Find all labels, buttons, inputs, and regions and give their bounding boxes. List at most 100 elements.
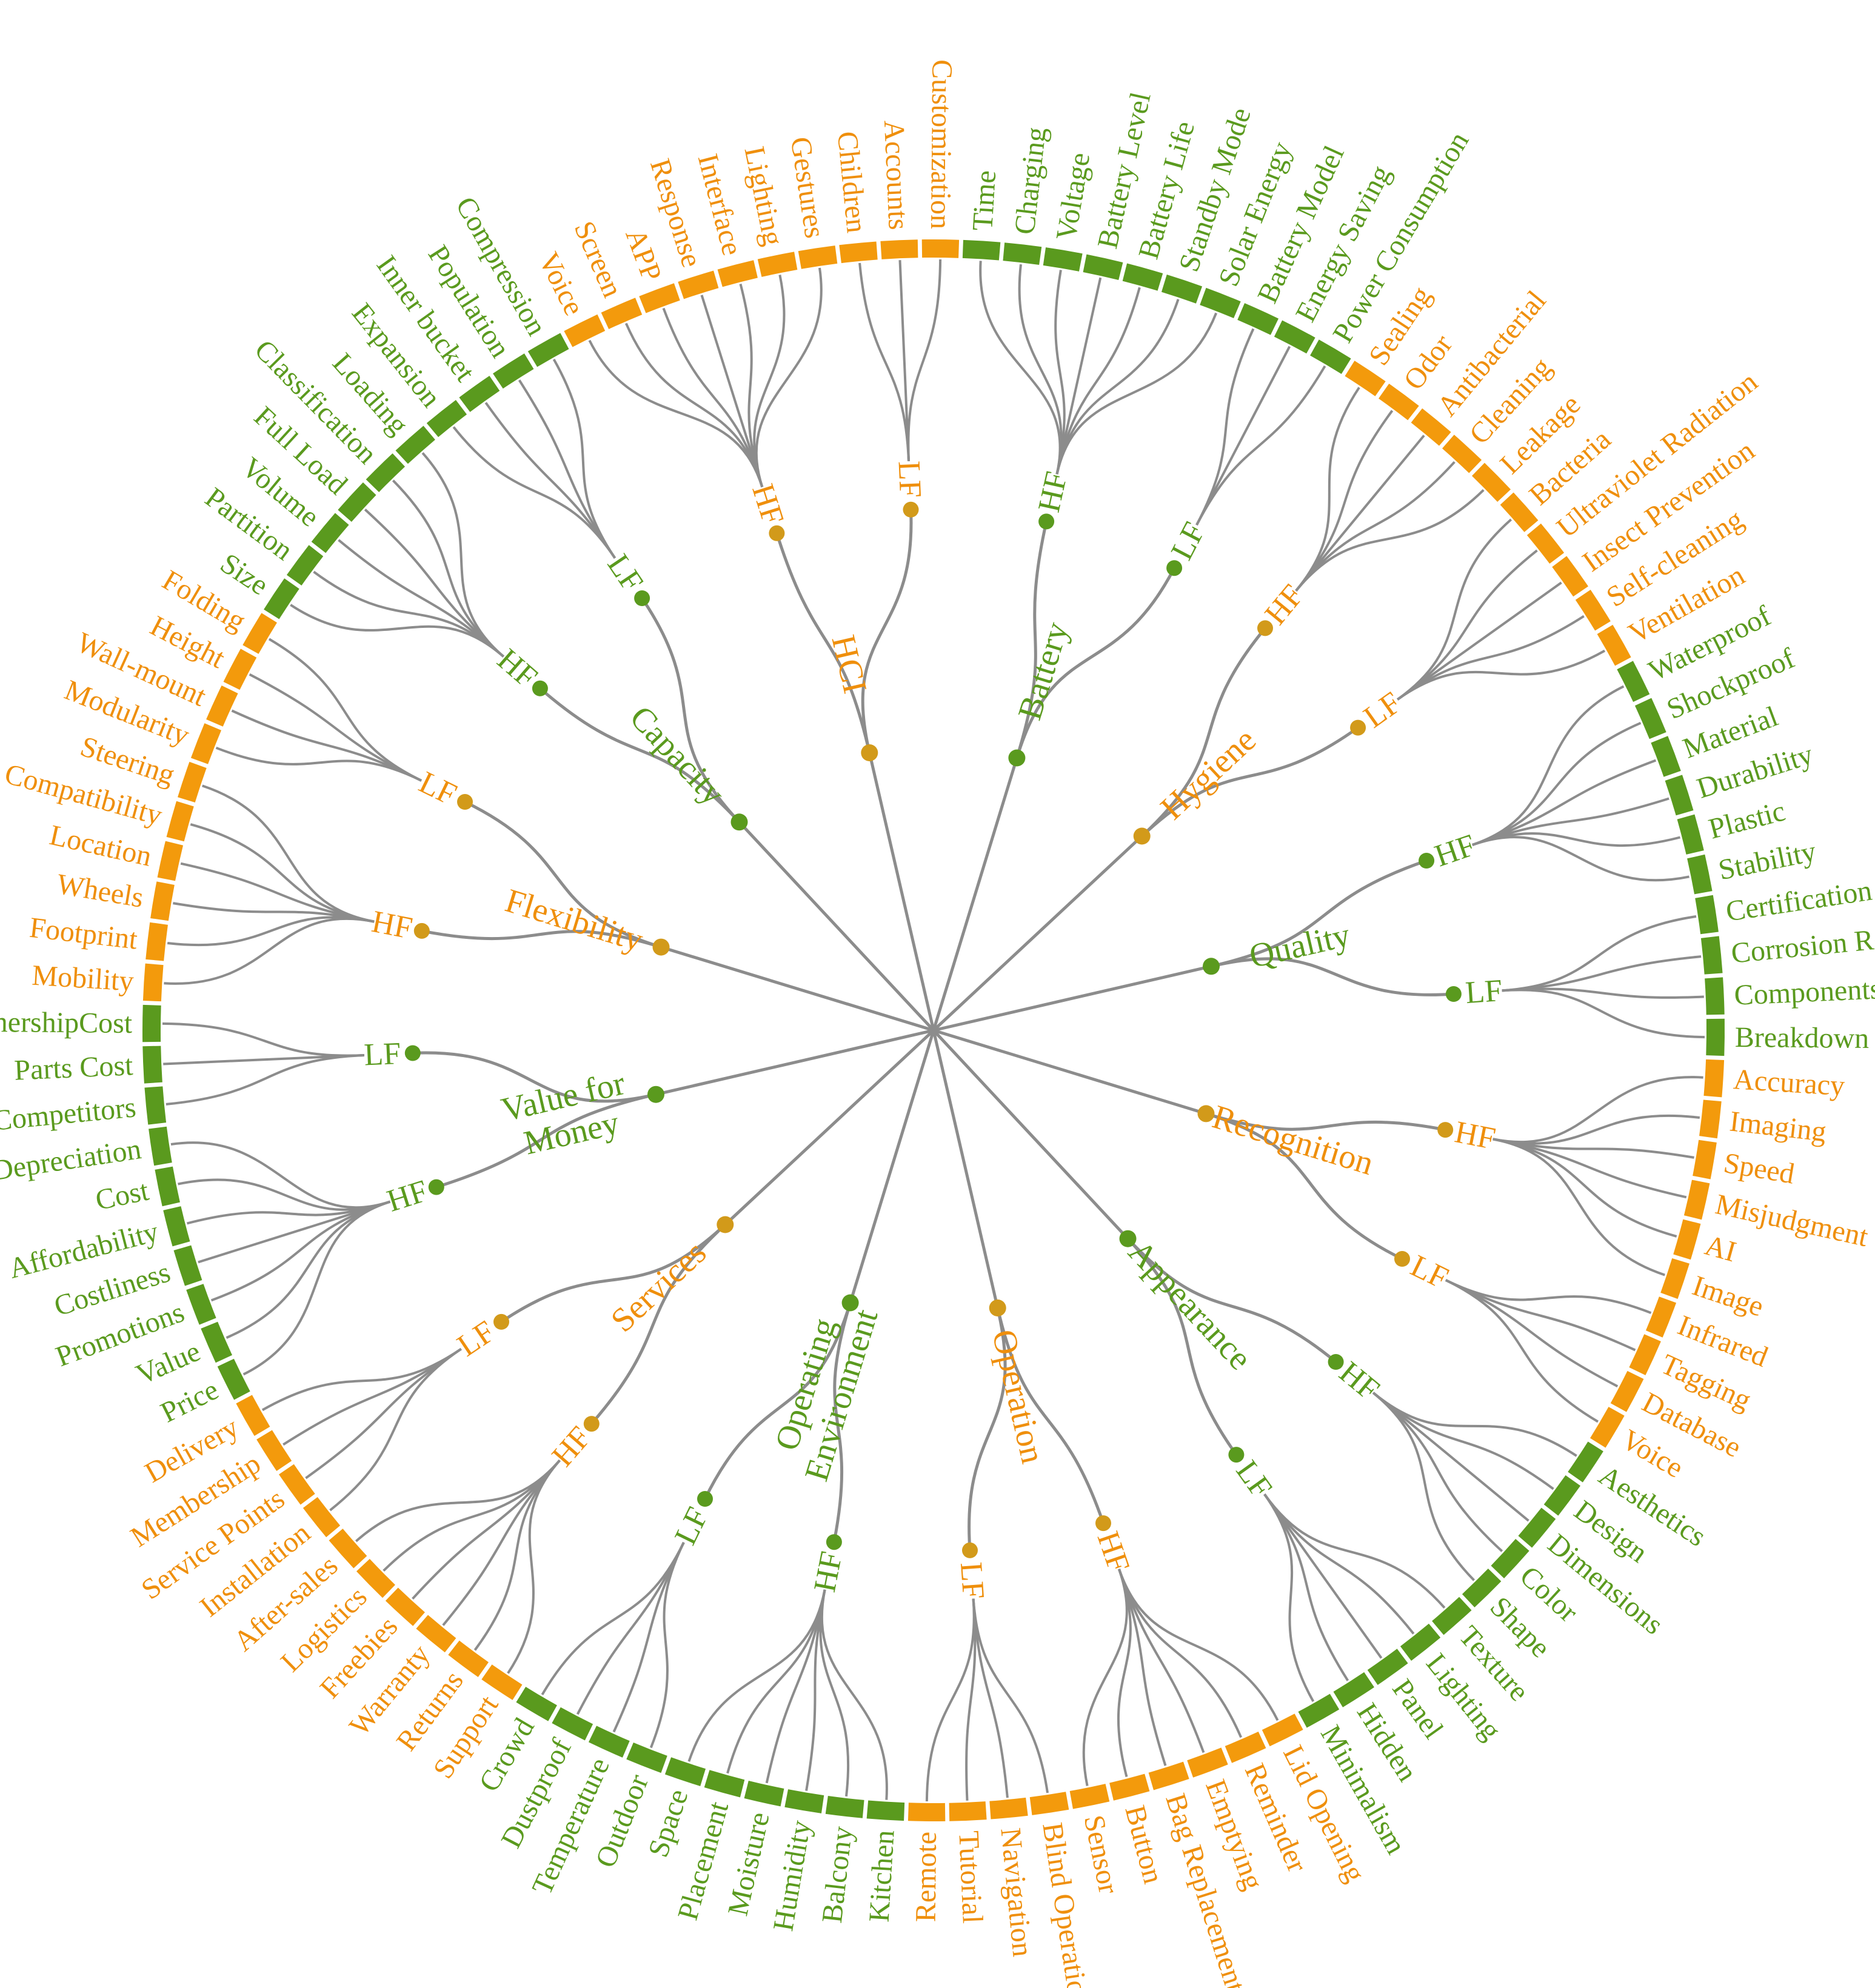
link-leaf-recognition-lf-3 xyxy=(1445,1279,1599,1423)
node-dot-quality xyxy=(1203,958,1220,975)
ring-segment-dimensions xyxy=(1518,1507,1556,1548)
ring-segment-battery-level xyxy=(1083,254,1123,281)
link-leaf-battery-hf-3 xyxy=(1055,277,1102,475)
ring-segment-wheels xyxy=(150,881,175,921)
ring-segment-logistics xyxy=(356,1558,395,1598)
link-leaf-value-for-money-hf-5 xyxy=(178,1178,391,1211)
link-leaf-flexibility-hf-3 xyxy=(180,862,375,923)
link-leaf-flexibility-hf-5 xyxy=(202,784,375,923)
ring-segment-sensor xyxy=(1069,1784,1110,1809)
leaf-label-location: Location xyxy=(47,819,155,873)
sub-label-operation-hf: HF xyxy=(1091,1527,1137,1576)
ring-segment-solar-energy xyxy=(1200,287,1241,319)
ring-segment-accuracy xyxy=(1703,1059,1725,1098)
node-dot-services-lf xyxy=(493,1313,509,1330)
leaf-label-imaging: Imaging xyxy=(1728,1105,1828,1148)
link-leaf-flexibility-lf-3 xyxy=(268,638,422,782)
link-hygiene-hf xyxy=(1140,627,1266,838)
ring-segment-shape xyxy=(1462,1569,1502,1608)
link-leaf-services-lf-1 xyxy=(305,1347,462,1479)
ring-segment-speed xyxy=(1693,1139,1717,1179)
link-leaf-recognition-hf-5 xyxy=(1492,1138,1665,1276)
leaf-label-sensor: Sensor xyxy=(1078,1812,1125,1896)
link-leaf-battery-lf-1 xyxy=(1195,345,1291,526)
link-leaf-flexibility-hf-4 xyxy=(190,823,375,923)
sub-label-hci-lf: LF xyxy=(892,460,928,498)
leaf-label-app: APP xyxy=(619,224,667,285)
leaf-label-ai: AI xyxy=(1702,1229,1740,1269)
link-appearance-hf xyxy=(1126,1237,1337,1363)
ring-segment-costliness xyxy=(173,1245,202,1286)
ring-segment-components xyxy=(1705,977,1725,1015)
link-leaf-value-for-money-lf-0 xyxy=(165,1054,364,1106)
ring-segment-inner-bucket xyxy=(459,375,500,412)
link-leaf-operating-environment-hf-0 xyxy=(820,1589,888,1800)
ring-segment-mobility xyxy=(142,963,164,1002)
link-leaf-operating-environment-hf-5 xyxy=(687,1589,826,1762)
link-leaf-flexibility-hf-2 xyxy=(173,902,375,923)
node-dot-recognition-lf xyxy=(1394,1251,1410,1267)
ring-segment-loading xyxy=(395,425,435,464)
ring-segment-temperature xyxy=(588,1726,630,1758)
link-leaf-hci-hf-2 xyxy=(662,307,764,488)
link-operating-environment-hf xyxy=(832,1302,852,1543)
ring-segment-balcony xyxy=(825,1796,864,1818)
ring-segment-depreciation xyxy=(149,1126,172,1166)
spoke-operating-environment xyxy=(849,1030,935,1304)
leaf-label-humidity: Humidity xyxy=(767,1818,817,1933)
node-dot-recognition-hf xyxy=(1437,1122,1454,1138)
link-operation-hf xyxy=(996,1307,1105,1524)
leaf-label-tutorial: Tutorial xyxy=(952,1830,989,1924)
link-operating-environment-lf xyxy=(703,1302,852,1500)
link-leaf-services-lf-0 xyxy=(329,1347,462,1512)
link-leaf-recognition-lf-1 xyxy=(1445,1279,1636,1352)
link-leaf-operating-environment-lf-0 xyxy=(649,1542,685,1749)
ring-segment-kitchen xyxy=(866,1800,905,1821)
link-leaf-operation-hf-3 xyxy=(1118,1569,1167,1766)
ring-segment-voice xyxy=(1590,1407,1625,1448)
ring-segment-time xyxy=(962,239,1001,261)
link-leaf-capacity-hf-0 xyxy=(290,604,504,658)
ring-segment-modularity xyxy=(190,723,222,764)
link-leaf-battery-hf-1 xyxy=(1018,264,1063,475)
ring-segment-battery-model xyxy=(1237,303,1279,335)
ring-segment-crowd xyxy=(516,1687,557,1721)
link-leaf-flexibility-hf-1 xyxy=(167,916,375,947)
ring-segment-steering xyxy=(178,761,207,803)
link-leaf-services-hf-3 xyxy=(412,1459,561,1600)
sub-label-recognition-hf: HF xyxy=(1452,1115,1498,1156)
nodes-layer xyxy=(404,501,1462,1558)
ring-segment-charging xyxy=(1003,242,1042,265)
link-leaf-hygiene-lf-0 xyxy=(1397,518,1512,701)
category-label-quality: Quality xyxy=(1246,916,1354,975)
link-leaf-operation-hf-2 xyxy=(1118,1569,1205,1753)
category-label-services: Services xyxy=(604,1233,714,1339)
spoke-quality xyxy=(933,964,1212,1032)
link-leaf-battery-hf-4 xyxy=(1055,287,1141,475)
leaf-label-competitors: Competitors xyxy=(0,1091,138,1137)
leaf-label-accuracy: Accuracy xyxy=(1733,1063,1846,1102)
link-leaf-value-for-money-lf-2 xyxy=(162,1022,364,1057)
sub-label-battery-lf: LF xyxy=(1165,517,1212,565)
leaf-label-wheels: Wheels xyxy=(55,868,146,914)
sub-label-flexibility-hf: HF xyxy=(369,904,415,946)
link-battery-hf xyxy=(1015,521,1048,759)
links-layer xyxy=(162,259,1705,1802)
node-dot-value-for-money-lf xyxy=(404,1045,421,1061)
sub-label-operating-environment-lf: LF xyxy=(668,1502,715,1550)
link-leaf-value-for-money-hf-4 xyxy=(186,1200,391,1225)
leaf-label-stability: Stability xyxy=(1716,835,1819,886)
link-leaf-operation-lf-2 xyxy=(965,1598,977,1801)
link-leaf-operating-environment-lf-1 xyxy=(612,1542,685,1733)
link-leaf-capacity-hf-2 xyxy=(338,539,504,658)
node-dot-appearance-hf xyxy=(1328,1354,1344,1370)
link-leaf-appearance-lf-2 xyxy=(1263,1493,1383,1659)
link-leaf-capacity-hf-5 xyxy=(421,452,504,658)
link-leaf-quality-hf-1 xyxy=(1472,721,1642,846)
link-hygiene-lf xyxy=(1140,726,1359,838)
link-leaf-services-lf-2 xyxy=(282,1347,462,1446)
spoke-hygiene xyxy=(932,835,1143,1032)
link-leaf-services-hf-4 xyxy=(383,1459,561,1572)
link-leaf-value-for-money-lf-1 xyxy=(163,1054,364,1066)
